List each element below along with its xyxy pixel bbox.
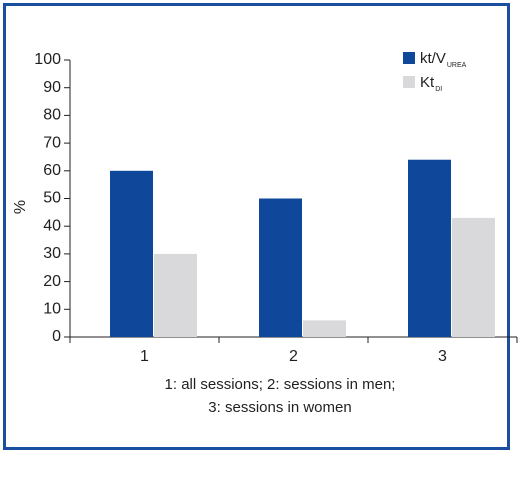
y-tick-label: 30 [43,245,61,262]
y-tick-label: 0 [52,328,61,345]
y-tick-label: 10 [43,301,61,318]
y-tick-label: 20 [43,273,61,290]
y-tick-label: 80 [43,107,61,124]
legend-label-subscript: DI [435,86,442,93]
y-axis-label: % [12,200,29,214]
y-tick-label: 70 [43,134,61,151]
bars [110,159,495,337]
x-tick-label: 1 [140,348,149,365]
x-ticks: 1 2 3 [69,337,518,365]
x-tick-label: 2 [289,348,298,365]
y-tick-label: 90 [43,79,61,96]
y-tick-label: 60 [43,162,61,179]
legend-label: kt/VUREA [420,50,467,69]
legend-swatch [403,52,415,64]
x-axis-label-line-2: 3: sessions in women [208,399,351,416]
y-tick-label: 40 [43,217,61,234]
legend-swatch [403,76,415,88]
y-tick-label: 100 [34,51,61,68]
legend-label: KtDI [420,74,442,93]
bar [110,170,153,337]
bar [452,217,495,337]
bar [154,253,197,337]
legend-label-subscript: UREA [447,62,467,69]
y-tick-label: 50 [43,190,61,207]
bar [303,320,346,337]
x-tick-label: 3 [438,348,447,365]
bar [408,159,451,337]
bar [259,198,302,337]
x-axis-label-line-1: 1: all sessions; 2: sessions in men; [165,376,396,393]
y-ticks: 0 10 20 30 40 50 60 70 80 90 100 [34,51,70,345]
legend: kt/VUREA KtDI [403,50,467,93]
